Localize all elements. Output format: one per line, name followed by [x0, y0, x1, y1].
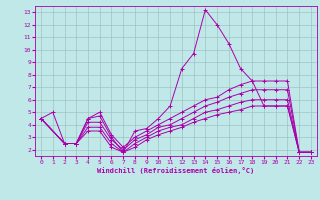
X-axis label: Windchill (Refroidissement éolien,°C): Windchill (Refroidissement éolien,°C): [97, 167, 255, 174]
